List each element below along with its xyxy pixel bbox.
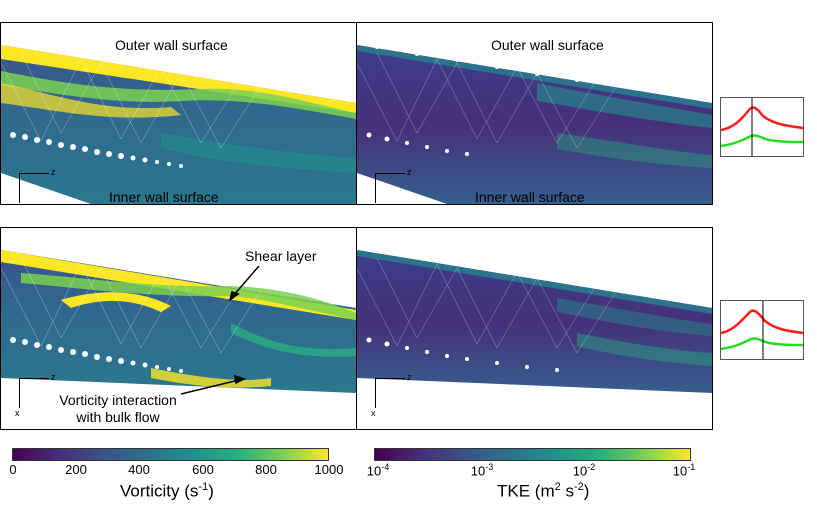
vorticity-tick: 600: [192, 462, 214, 477]
tke-tick: 10-4: [366, 462, 390, 479]
vorticity-tick: 200: [65, 462, 87, 477]
vorticity-interaction-line1: Vorticity interaction: [59, 392, 177, 408]
waveform-plot-bottom: [720, 301, 804, 359]
axis-x-label: x: [371, 408, 376, 418]
tke-tick: 10-2: [572, 462, 596, 479]
shear-layer-label: Shear layer: [245, 248, 317, 264]
waveform-inset-bottom: [720, 300, 804, 360]
waveform-plot-top: [720, 98, 804, 156]
axis-x-label: x: [371, 203, 376, 204]
axis-indicator: z x: [371, 372, 412, 419]
vorticity-tick: 800: [255, 462, 277, 477]
waveform-inset-top: [720, 97, 804, 157]
tke-panel-top: Outer wall surface Inner wall surface z …: [356, 22, 713, 205]
axis-z-label: z: [51, 167, 56, 177]
outer-wall-label: Outer wall surface: [115, 37, 228, 53]
vorticity-tick: 1000: [314, 462, 344, 477]
vorticity-tick: 0: [9, 462, 17, 477]
vorticity-field-bottom: [1, 250, 356, 395]
tke-colorbar: [374, 448, 691, 461]
outer-wall-label: Outer wall surface: [491, 37, 604, 53]
axis-x-label: x: [15, 408, 20, 418]
vorticity-interaction-line2: with bulk flow: [76, 409, 160, 425]
tke-colorbar-title: TKE (m2 s-2): [497, 481, 590, 501]
vorticity-interaction-label: Vorticity interaction with bulk flow: [53, 392, 183, 426]
axis-z-label: z: [407, 167, 412, 177]
tke-tick: 10-3: [470, 462, 494, 479]
axis-z-label: z: [407, 372, 412, 382]
vorticity-colorbar-title: Vorticity (s-1): [120, 481, 214, 501]
vorticity-tick: 400: [128, 462, 150, 477]
tke-panel-bottom: z x: [356, 227, 713, 430]
axis-indicator: z x: [15, 167, 56, 204]
tke-field-bottom: [357, 250, 712, 393]
vorticity-panel-top: Outer wall surface Inner wall surface z …: [0, 22, 357, 205]
axis-indicator: z x: [15, 372, 56, 419]
tke-field-top: [357, 45, 712, 204]
vorticity-panel-bottom: Shear layer Vorticity interaction with b…: [0, 227, 357, 430]
tke-tick: 10-1: [672, 462, 696, 479]
inner-wall-label: Inner wall surface: [475, 189, 585, 205]
vorticity-field-top: [1, 45, 356, 204]
inner-wall-label: Inner wall surface: [109, 189, 219, 205]
axis-z-label: z: [51, 372, 56, 382]
vorticity-arrow: [180, 374, 246, 395]
axis-indicator: z x: [371, 167, 412, 204]
vorticity-colorbar: [12, 448, 329, 461]
shear-layer-arrow: [228, 265, 260, 302]
axis-x-label: x: [15, 203, 20, 204]
